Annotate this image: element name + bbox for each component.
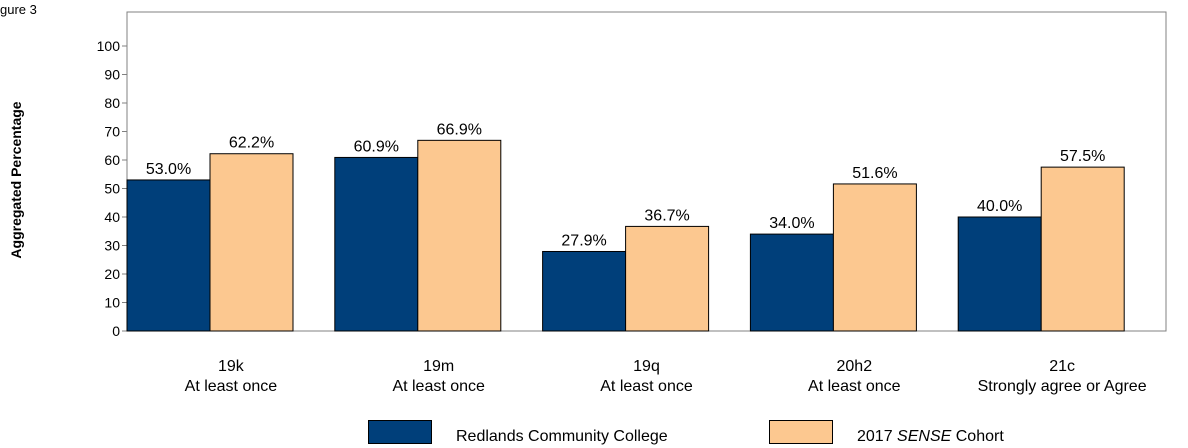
bar-value-label: 66.9%: [437, 121, 482, 138]
bar-redlands: [749, 233, 834, 332]
legend-label-italic: SENSE: [897, 428, 952, 445]
bar-sense-cohort: [625, 225, 710, 332]
figure-label: gure 3: [0, 2, 37, 17]
y-tick-label: 100: [97, 38, 121, 54]
bar-redlands: [126, 179, 211, 332]
bar-value-label: 53.0%: [146, 161, 191, 178]
bar-redlands: [542, 250, 627, 332]
legend-label-sense-cohort: 2017 SENSE Cohort: [857, 428, 1004, 446]
legend-label-redlands: Redlands Community College: [456, 428, 668, 445]
y-tick-label: 0: [112, 323, 120, 339]
x-category-label: At least once: [392, 378, 485, 395]
bar-redlands: [957, 216, 1042, 332]
bar-sense-cohort: [417, 139, 502, 332]
bar-value-label: 34.0%: [769, 215, 814, 232]
x-category-label: 19m: [423, 358, 454, 375]
y-tick-label: 30: [104, 238, 120, 254]
bar-value-label: 57.5%: [1060, 148, 1105, 165]
x-category-label: Strongly agree or Agree: [978, 378, 1147, 395]
y-tick-label: 10: [104, 295, 120, 311]
y-tick-label: 90: [104, 67, 120, 83]
y-tick-label: 70: [104, 124, 120, 140]
bar-sense-cohort: [1040, 166, 1125, 332]
bar-sense-cohort: [209, 153, 294, 332]
bar-value-label: 36.7%: [644, 207, 689, 224]
legend-label-suffix: Cohort: [951, 428, 1004, 445]
x-category-label: 20h2: [837, 358, 873, 375]
y-tick-label: 80: [104, 95, 120, 111]
x-category-label: At least once: [185, 378, 278, 395]
bar-value-label: 27.9%: [561, 232, 606, 249]
y-tick-label: 40: [104, 209, 120, 225]
x-category-label: 19k: [218, 358, 245, 375]
y-tick-label: 60: [104, 152, 120, 168]
bar-sense-cohort: [832, 183, 917, 332]
bar-chart: 0 10 20 30 40 50 60 70 80 90 100 53.0% 62.2% 19k At le…: [97, 11, 1167, 395]
bar-redlands: [334, 156, 419, 332]
y-tick-label: 50: [104, 181, 120, 197]
bar-value-label: 62.2%: [229, 135, 274, 152]
x-category-label: 19q: [633, 358, 660, 375]
bar-value-label: 51.6%: [852, 165, 897, 182]
legend-label-prefix: 2017: [857, 428, 898, 445]
y-tick-label: 20: [104, 266, 120, 282]
bar-value-label: 40.0%: [977, 198, 1022, 215]
bar-value-label: 60.9%: [354, 138, 399, 155]
legend-swatch-sense-cohort: [769, 420, 833, 444]
x-category-label: At least once: [600, 378, 693, 395]
x-category-label: At least once: [808, 378, 901, 395]
legend: Redlands Community College 2017 SENSE Co…: [0, 416, 1188, 448]
x-category-label: 21c: [1049, 358, 1075, 375]
legend-swatch-redlands: [368, 420, 432, 444]
